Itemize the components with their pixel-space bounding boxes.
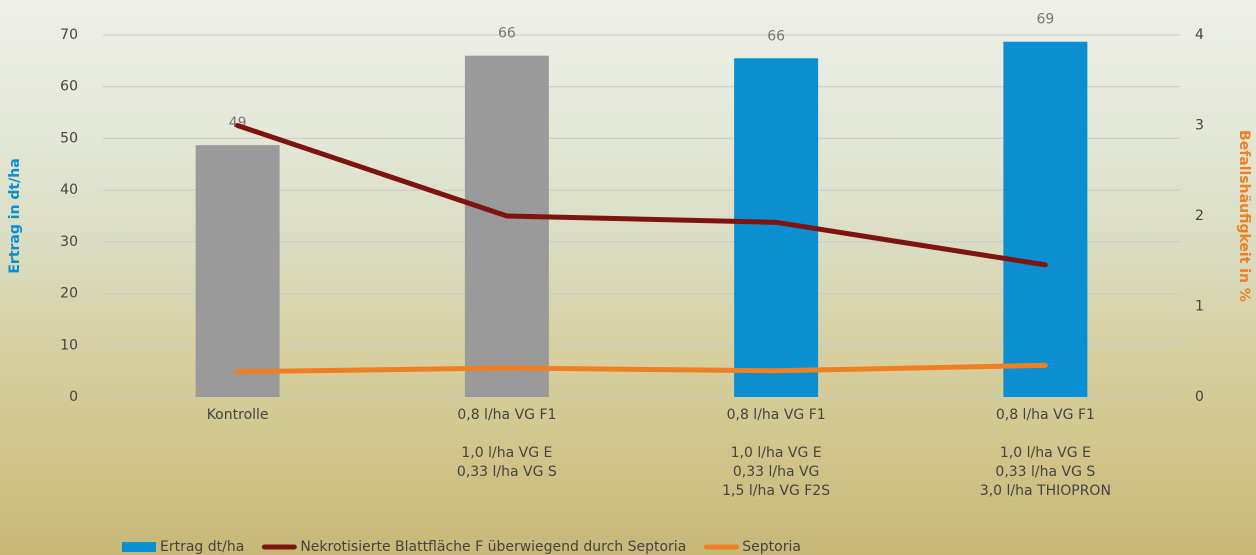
x-tick-label: 1,0 l/ha VG E bbox=[731, 445, 822, 461]
x-tick-label: 3,0 l/ha THIOPRON bbox=[980, 483, 1111, 499]
y-tick-label: 10 bbox=[60, 337, 78, 353]
bar bbox=[195, 145, 280, 397]
y2-axis-title: Befallshäufigkeit in % bbox=[1236, 130, 1252, 302]
value-label: 66 bbox=[498, 26, 516, 42]
y2-tick-label: 3 bbox=[1195, 118, 1204, 134]
x-tick-label: 0,8 l/ha VG F1 bbox=[996, 407, 1095, 423]
x-tick-label: 1,0 l/ha VG E bbox=[461, 445, 552, 461]
y-tick-label: 50 bbox=[60, 130, 78, 146]
y-axis-title: Ertrag in dt/ha bbox=[7, 158, 23, 273]
y2-tick-label: 4 bbox=[1195, 27, 1204, 43]
y2-tick-label: 1 bbox=[1195, 299, 1204, 315]
x-tick-label: Kontrolle bbox=[207, 407, 269, 423]
x-tick-label: 0,8 l/ha VG F1 bbox=[727, 407, 826, 423]
y-tick-label: 60 bbox=[60, 79, 78, 95]
legend-label: Nekrotisierte Blattfläche F überwiegend … bbox=[300, 539, 686, 555]
y-tick-label: 20 bbox=[60, 286, 78, 302]
y-tick-label: 0 bbox=[69, 389, 78, 405]
x-tick-label: 0,33 l/ha VG S bbox=[995, 464, 1095, 480]
y-tick-label: 70 bbox=[60, 27, 78, 43]
y-tick-label: 40 bbox=[60, 182, 78, 198]
line bbox=[235, 362, 1048, 375]
value-label: 69 bbox=[1036, 12, 1054, 28]
legend-swatch bbox=[122, 542, 156, 552]
y-tick-label: 30 bbox=[60, 234, 78, 250]
y2-tick-label: 0 bbox=[1195, 389, 1204, 405]
legend-label: Septoria bbox=[742, 539, 801, 555]
bar bbox=[1003, 41, 1088, 397]
legend-label: Ertrag dt/ha bbox=[160, 539, 244, 555]
x-tick-label: 0,33 l/ha VG S bbox=[457, 464, 557, 480]
value-label: 66 bbox=[767, 28, 785, 44]
x-tick-label: 0,33 l/ha VG bbox=[733, 464, 820, 480]
x-tick-label: 1,0 l/ha VG E bbox=[1000, 445, 1091, 461]
x-tick-label: 1,5 l/ha VG F2S bbox=[722, 483, 830, 499]
x-tick-label: 0,8 l/ha VG F1 bbox=[457, 407, 556, 423]
y2-tick-label: 2 bbox=[1195, 208, 1204, 224]
bar bbox=[464, 55, 549, 397]
line bbox=[235, 123, 1048, 268]
